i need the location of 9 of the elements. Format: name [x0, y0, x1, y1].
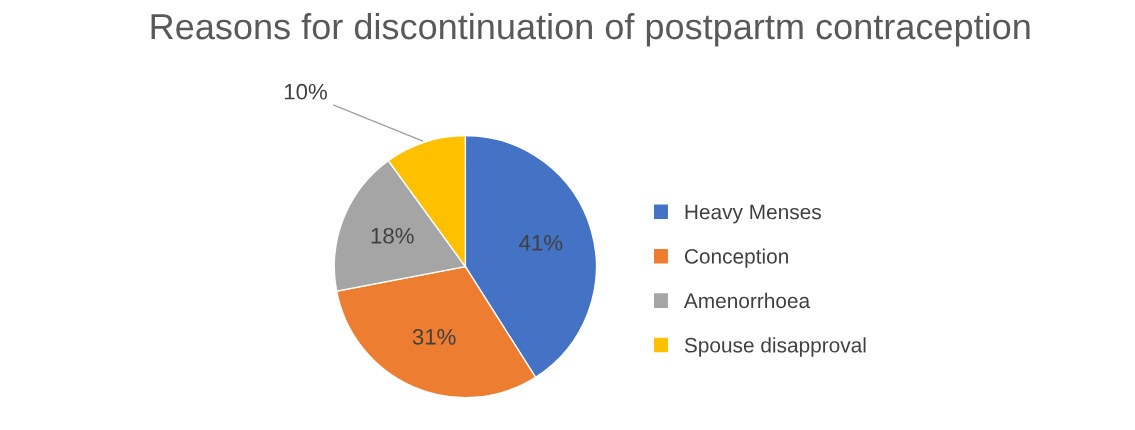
- chart-title: Reasons for discontinuation of postpartm contraception: [151, 12, 1030, 47]
- legend-label: Spouse disapproval: [684, 337, 866, 357]
- legend-label: Heavy Menses: [685, 204, 821, 224]
- data-label: 10%: [284, 83, 327, 100]
- data-label: 31%: [412, 328, 456, 345]
- data-label: 18%: [371, 227, 414, 244]
- legend-label: Amenorrhoea: [683, 292, 811, 309]
- legend-label: Conception: [684, 248, 788, 268]
- data-label: 41%: [519, 234, 563, 251]
